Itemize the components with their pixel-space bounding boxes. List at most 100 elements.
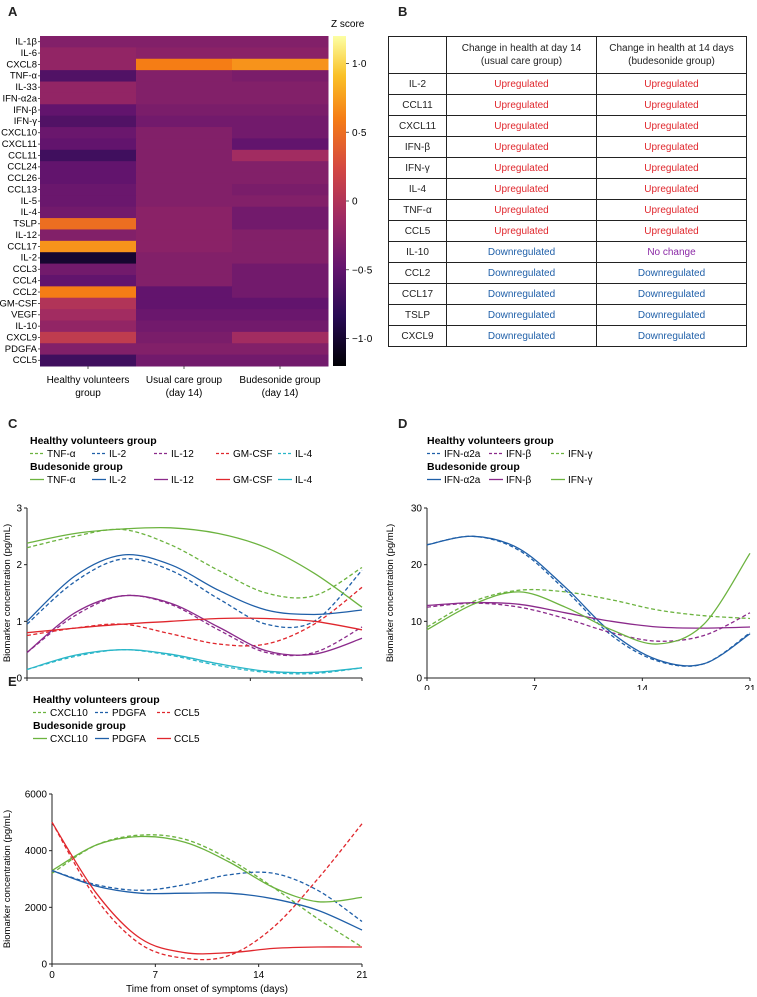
heatmap-cell-il-12-col2: [136, 229, 233, 242]
series-line-healthy-ifn-2a: [426, 535, 751, 667]
heatmap-cell-il-4-col1: [40, 206, 137, 219]
table-row: IL-2 Upregulated Upregulated: [388, 73, 747, 95]
table-row: IL-10 Downregulated No change: [388, 241, 747, 263]
heatmap-row-label: VEGF: [11, 310, 37, 321]
heatmap-cell-ccl17-col3: [232, 240, 329, 253]
table-row: TNF-α Upregulated Upregulated: [388, 199, 747, 221]
heatmap-row-label: IL-1β: [15, 37, 37, 48]
heatmap-cell-ccl3-col1: [40, 263, 137, 276]
heatmap-cell-il-1-col2: [136, 36, 233, 48]
table-cell-usual: Upregulated: [446, 220, 597, 242]
table-cell-biomarker: CCL17: [388, 283, 447, 305]
table-cell-usual: Upregulated: [446, 115, 597, 137]
table-cell-usual: Upregulated: [446, 136, 597, 158]
heatmap-cell-cxcl11-col2: [136, 138, 233, 151]
x-tick-label: 21: [744, 684, 756, 690]
table-cell-budesonide: Upregulated: [596, 178, 747, 200]
panel-letter-e: E: [8, 674, 17, 689]
y-axis-label: Biomarker concentration (pg/mL): [385, 524, 396, 662]
table-cell-usual: Downregulated: [446, 241, 597, 263]
legend-label-il-12: IL-12: [171, 449, 194, 460]
series-line-healthy-il-12: [26, 594, 363, 657]
heatmap-cell-il-5-col3: [232, 195, 329, 208]
regulation-table: Change in health at day 14 (usual care g…: [388, 36, 747, 347]
heatmap-row-label: IL-33: [15, 82, 37, 93]
heatmap-cell-il-6-col3: [232, 47, 329, 60]
series-line-budesonide-il-2: [26, 553, 363, 622]
x-tick-label: 14: [253, 970, 265, 981]
heatmap-col-label-line2: (day 14): [166, 388, 203, 399]
heatmap-row-label: IL-4: [21, 207, 37, 218]
legend-label-il-12: IL-12: [171, 475, 194, 486]
heatmap-cell-il-4-col3: [232, 206, 329, 219]
heatmap-row-label: CCL13: [7, 184, 37, 195]
legend-label-ifn: IFN-γ: [568, 449, 592, 460]
heatmap-row-label: IL-6: [21, 48, 37, 59]
heatmap-cell-cxcl10-col3: [232, 127, 329, 139]
y-tick-label: 1: [16, 617, 22, 628]
heatmap-row-label: CCL26: [7, 173, 37, 184]
table-row: CCL2 Downregulated Downregulated: [388, 262, 747, 284]
series-line-healthy-tnf: [26, 528, 363, 599]
table-cell-budesonide: Upregulated: [596, 94, 747, 116]
heatmap-cell-tnf-col1: [40, 70, 137, 83]
series-line-budesonide-gm-csf: [26, 617, 363, 634]
heatmap-chart: IL-1βIL-6CXCL8TNF-αIL-33IFN-α2aIFN-βIFN-…: [0, 19, 373, 399]
heatmap-cell-ifn-2a-col2: [136, 92, 233, 105]
heatmap-cell-gm-csf-col2: [136, 297, 233, 310]
heatmap-cell-cxcl8-col2: [136, 58, 233, 71]
legend-label-ifn-2a: IFN-α2a: [444, 449, 481, 460]
heatmap-cell-cxcl8-col1: [40, 58, 137, 71]
heatmap-cell-cxcl9-col1: [40, 331, 137, 344]
heatmap-row-label: IFN-γ: [14, 116, 37, 127]
heatmap-col-label-line1: Budesonide group: [239, 375, 321, 386]
x-axis-label: Time from onset of symptoms (days): [126, 984, 288, 995]
heatmap-cell-il-5-col1: [40, 195, 137, 208]
heatmap-cell-ccl5-col2: [136, 354, 233, 367]
x-tick-label: 0: [49, 970, 55, 981]
heatmap-cell-cxcl11-col3: [232, 138, 329, 151]
heatmap-cell-ifn-col3: [232, 115, 329, 128]
table-cell-budesonide: Downregulated: [596, 262, 747, 284]
series-line-healthy-il-2: [26, 558, 363, 629]
heatmap-cell-ccl5-col3: [232, 354, 329, 367]
panel-letter-d: D: [398, 416, 408, 431]
table-cell-biomarker: CCL2: [388, 262, 447, 284]
y-tick-label: 6000: [25, 790, 48, 801]
heatmap-cell-il-5-col2: [136, 195, 233, 208]
heatmap-cell-ifn-2a-col3: [232, 92, 329, 105]
colorbar-title: Z score: [331, 19, 365, 30]
y-tick-label: 10: [411, 617, 423, 628]
heatmap-cell-vegf-col1: [40, 309, 137, 321]
table-cell-budesonide: No change: [596, 241, 747, 263]
heatmap-cell-il-33-col3: [232, 81, 329, 94]
table-cell-usual: Upregulated: [446, 178, 597, 200]
x-tick-label: 7: [532, 684, 538, 690]
table-cell-usual: Upregulated: [446, 73, 597, 95]
heatmap-cell-il-2-col2: [136, 252, 233, 265]
header-bud-line2: (budesonide group): [628, 56, 715, 67]
legend-label-il-4: IL-4: [295, 449, 313, 460]
legend-title-budesonide: Budesonide group: [30, 461, 123, 473]
table-cell-budesonide: Upregulated: [596, 73, 747, 95]
heatmap-col-label-line2: group: [75, 388, 101, 399]
colorbar-tick-label: 0·5: [352, 128, 367, 139]
line-chart-c: Healthy volunteers group Budesonide group…: [2, 435, 363, 685]
y-tick-label: 2000: [25, 903, 48, 914]
heatmap-cell-ccl24-col3: [232, 161, 329, 174]
colorbar-tick-label: −0·5: [352, 265, 373, 276]
heatmap-cell-ccl2-col2: [136, 286, 233, 299]
heatmap-cell-cxcl8-col3: [232, 58, 329, 71]
table-row: TSLP Downregulated Downregulated: [388, 304, 747, 326]
colorbar-tick-label: 1·0: [352, 59, 367, 70]
table-header-row: Change in health at day 14 (usual care g…: [388, 36, 747, 74]
table-cell-budesonide: Upregulated: [596, 220, 747, 242]
heatmap-cell-ccl26-col3: [232, 172, 329, 185]
heatmap-cell-il-12-col1: [40, 229, 137, 242]
heatmap-row-label: IL-12: [15, 230, 37, 241]
heatmap-cell-il-4-col2: [136, 206, 233, 219]
heatmap-cell-ccl13-col1: [40, 183, 137, 196]
heatmap-row-label: TSLP: [13, 219, 37, 230]
heatmap-cell-ccl2-col3: [232, 286, 329, 299]
table-cell-usual: Downregulated: [446, 283, 597, 305]
